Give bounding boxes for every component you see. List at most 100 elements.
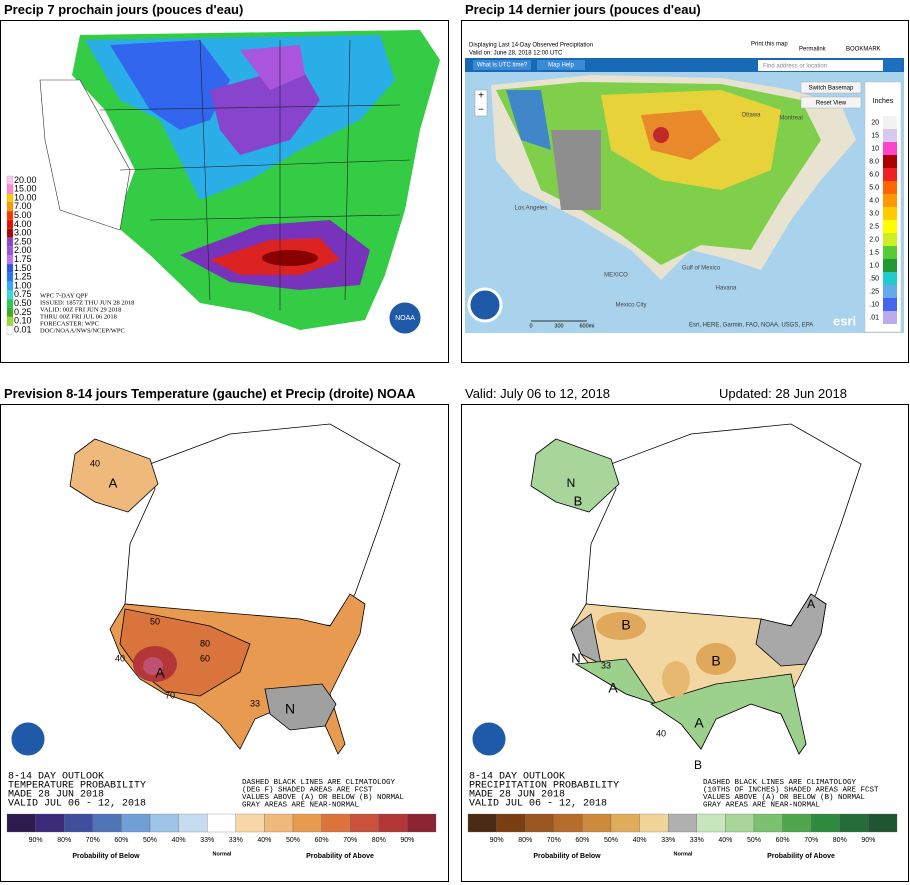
help-link[interactable]: Map Help <box>548 63 574 69</box>
caption-line: TEMPERATURE PROBABILITY <box>8 781 146 792</box>
scale-swatch <box>264 813 294 833</box>
caption-line: MADE 28 JUN 2018 <box>8 790 104 801</box>
legend-label: 2.00 <box>14 245 32 255</box>
legend-swatch <box>6 255 14 265</box>
scale-label: 50% <box>143 837 157 844</box>
scale-caption: Normal <box>213 851 232 857</box>
legend-swatch <box>6 290 14 300</box>
legend-label: 1.50 <box>14 263 32 273</box>
scale-label: 40% <box>718 837 732 844</box>
legend-label: .50 <box>869 275 879 282</box>
scale-swatch <box>782 813 812 833</box>
legend-label: .10 <box>869 301 879 308</box>
scale-swatch <box>868 813 898 833</box>
scale-label: 300 <box>554 323 563 329</box>
scale-swatch <box>350 813 379 833</box>
legend-swatch <box>883 116 897 129</box>
scale-swatch <box>496 813 526 833</box>
scale-label: 33% <box>229 837 243 844</box>
place-label: Ottawa <box>741 113 761 119</box>
scale-swatch <box>467 813 497 833</box>
map-label: 50 <box>150 616 160 626</box>
scale-label: 60% <box>776 837 790 844</box>
legend-label: 4.0 <box>869 197 879 204</box>
legend-label: 0.50 <box>14 298 32 308</box>
basemap-button[interactable]: Switch Basemap <box>809 86 854 92</box>
map-label: A <box>807 597 815 611</box>
noaa-logo <box>469 719 509 759</box>
caption-line: VALID: 00Z FRI JUN 29 2018 <box>40 306 121 313</box>
scale-label: 600mi <box>580 323 595 329</box>
legend-label: 15.00 <box>14 184 37 194</box>
caption-line: PRECIPITATION PROBABILITY <box>469 781 619 792</box>
legend-label: 2.50 <box>14 236 32 246</box>
caption-line: VALID JUL 06 - 12, 2018 <box>8 799 146 810</box>
caption-line: MADE 28 JUN 2018 <box>469 790 565 801</box>
legend-swatch <box>883 129 897 142</box>
legend-swatch <box>883 207 897 220</box>
legend-label: 1.5 <box>869 249 879 256</box>
scale-swatch <box>753 813 783 833</box>
legend-label: 2.0 <box>869 236 879 243</box>
heading: Updated: 28 Jun 2018 <box>719 386 847 401</box>
legend-swatch <box>6 299 14 309</box>
legend-title: Inches <box>873 98 894 105</box>
scale-swatch <box>553 813 583 833</box>
scale-label: 50% <box>604 837 618 844</box>
scale-label: 90% <box>400 837 414 844</box>
scale-label: 80% <box>372 837 386 844</box>
search-box[interactable]: Find address or location <box>763 64 827 70</box>
place-label: Gulf of Mexico <box>682 266 721 272</box>
map-label: 33 <box>601 660 611 670</box>
legend-label: 7.00 <box>14 201 32 211</box>
print-link[interactable]: Print this map <box>751 42 788 48</box>
legend-swatch <box>883 285 897 298</box>
legend-label: 4.00 <box>14 219 32 229</box>
legend-swatch <box>6 184 14 194</box>
scale-swatch <box>321 813 351 833</box>
legend-swatch <box>6 325 14 335</box>
scale-swatch <box>525 813 554 833</box>
legend-label: 6.0 <box>869 171 879 178</box>
reset-button[interactable]: Reset View <box>816 101 847 107</box>
legend-label: 0.10 <box>14 316 32 326</box>
scale-caption: Probability of Below <box>533 853 601 860</box>
attribution: Esri, HERE, Garmin, FAO, NOAA, USGS, EPA <box>689 323 813 329</box>
legend-swatch <box>6 202 14 212</box>
scale-swatch <box>725 813 755 833</box>
permalink[interactable]: Permalink <box>799 47 827 53</box>
help-button[interactable] <box>537 60 585 70</box>
scale-label: 50% <box>747 837 761 844</box>
scale-label: 90% <box>490 837 504 844</box>
scale-label: 33% <box>690 837 704 844</box>
place-label: Los Angeles <box>515 206 548 212</box>
scale-label: 80% <box>518 837 532 844</box>
utc-button[interactable] <box>473 60 531 70</box>
legend-swatch <box>883 220 897 233</box>
bookmark[interactable]: BOOKMARK <box>846 47 881 53</box>
esri-logo: esri <box>833 313 856 328</box>
map-label: 60 <box>200 653 210 663</box>
heading: Prevision 8-14 jours Temperature (gauche… <box>4 386 416 401</box>
heading: Valid: July 06 to 12, 2018 <box>465 386 611 401</box>
legend-label: 10.00 <box>14 192 37 202</box>
utc-link[interactable]: What is UTC time? <box>477 63 528 69</box>
note-line: DASHED BLACK LINES ARE CLIMATOLOGY <box>703 779 857 787</box>
caption-line: FORECASTER: WPC <box>40 320 99 327</box>
qpf-panel: NOAA 20.0015.0010.007.005.004.003.002.50… <box>0 20 449 363</box>
scale-swatch <box>639 813 669 833</box>
note-line: GRAY AREAS ARE NEAR-NORMAL <box>242 801 360 809</box>
scale-swatch <box>582 813 612 833</box>
legend-label: 20.00 <box>14 175 37 185</box>
legend-swatch <box>6 246 14 256</box>
note-line: VALUES ABOVE (A) OR BELOW (B) NORMAL <box>703 794 866 802</box>
legend-label: 1.0 <box>869 262 879 269</box>
legend-swatch <box>6 307 14 317</box>
note-line: GRAY AREAS ARE NEAR-NORMAL <box>703 801 821 809</box>
caption-line: 8-14 DAY OUTLOOK <box>469 772 565 783</box>
note-line: DASHED BLACK LINES ARE CLIMATOLOGY <box>242 779 396 787</box>
legend-swatch <box>883 259 897 272</box>
scale-label: 80% <box>833 837 847 844</box>
map-label: 40 <box>90 458 100 468</box>
